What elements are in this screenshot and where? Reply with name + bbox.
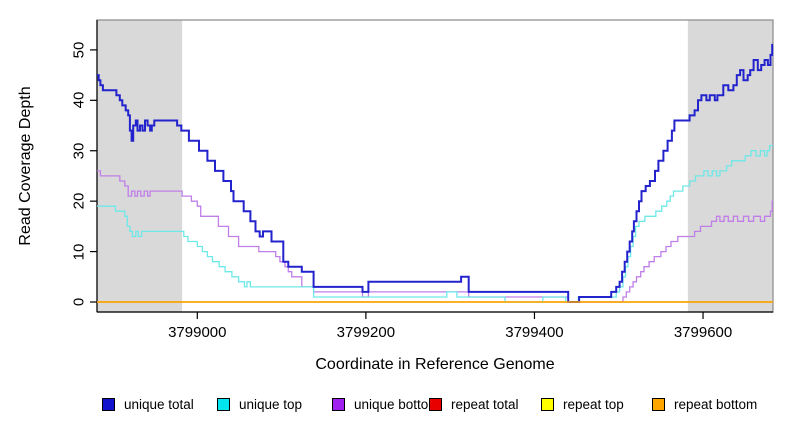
legend-item: unique bottom (332, 396, 440, 412)
x-axis-tick-label: 3799400 (505, 324, 564, 341)
y-axis-tick-label: 30 (70, 142, 88, 160)
unique-total-line (97, 43, 774, 303)
legend-item: unique top (217, 396, 303, 412)
legend-item: repeat bottom (652, 396, 758, 412)
x-axis-tick-label: 3799000 (168, 324, 227, 341)
legend-label: unique top (239, 396, 303, 412)
legend-swatch (102, 397, 115, 411)
legend-swatch (217, 397, 230, 411)
legend-label: unique total (124, 396, 194, 412)
x-axis-tick-label: 3799600 (673, 324, 733, 341)
y-axis-tick-label: 10 (70, 243, 88, 260)
legend-label: repeat total (451, 396, 519, 412)
legend-label: repeat top (563, 396, 624, 412)
plot-box (96, 19, 774, 313)
legend-label: repeat bottom (674, 396, 758, 412)
y-axis-tick-label: 40 (70, 91, 88, 109)
legend-item: repeat top (541, 396, 624, 412)
x-axis-tick-label: 3799200 (336, 324, 396, 341)
y-axis-title: Read Coverage Depth (17, 86, 34, 246)
y-axis-tick-label: 20 (70, 192, 88, 210)
legend-swatch (429, 397, 442, 411)
y-axis-tick-label: 0 (70, 297, 88, 307)
legend-label: unique bottom (354, 396, 440, 412)
legend-item: repeat total (429, 396, 519, 412)
legend-swatch (541, 397, 554, 411)
y-axis-tick-label: 50 (70, 41, 88, 59)
left-repeat-region (97, 20, 183, 312)
legend-swatch (652, 397, 665, 411)
legend-swatch (332, 397, 345, 411)
x-axis-title: Coordinate in Reference Genome (315, 356, 555, 373)
unique-top-line (97, 145, 773, 303)
legend-item: unique total (102, 396, 194, 412)
